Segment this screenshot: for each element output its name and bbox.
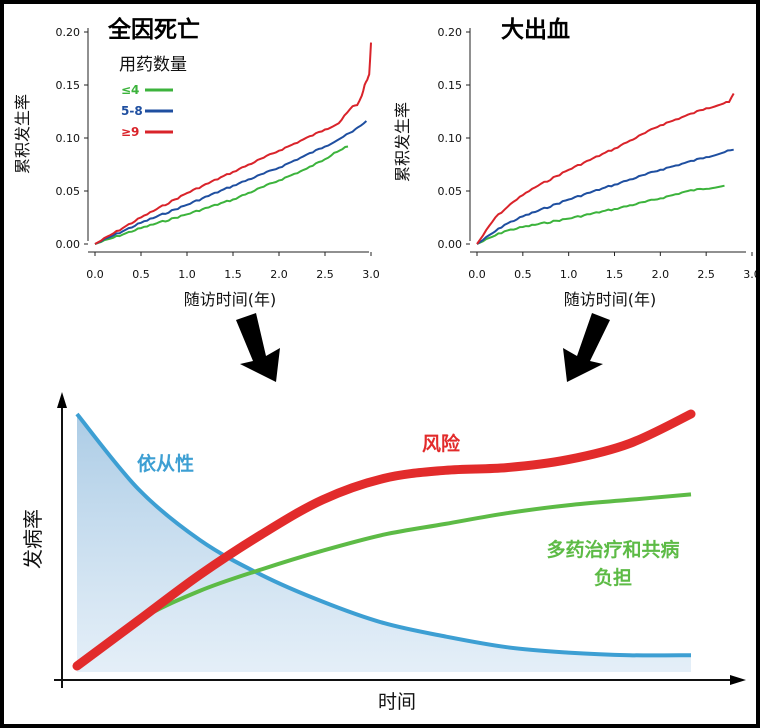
arrow-down-left-icon <box>236 313 280 382</box>
conceptual-chart: 依从性 风险 多药治疗和共病 负担 发病率 时间 <box>21 392 746 713</box>
arrow-down-right-icon <box>563 313 610 382</box>
y-axis-arrowhead-icon <box>57 392 67 408</box>
x-tick-label: 3.0 <box>743 268 756 281</box>
y-tick-label: 0.20 <box>438 26 463 39</box>
panel2-x-label: 随访时间(年) <box>564 290 657 309</box>
x-axis-arrowhead-icon <box>730 675 746 685</box>
panel1-y-label: 累积发生率 <box>13 94 32 174</box>
series-line-≤4 <box>94 145 349 245</box>
x-tick-label: 0.5 <box>514 268 532 281</box>
panel1-x-label: 随访时间(年) <box>184 290 277 309</box>
y-tick-label: 0.00 <box>438 238 463 251</box>
legend-label: ≤4 <box>121 83 139 97</box>
figure-frame: 全因死亡 0.00 0.05 0.10 0.15 0.20 0.0 0.5 1.0 1.5 2.… <box>4 4 756 724</box>
panel2-y-label: 累积发生率 <box>393 102 412 182</box>
adherence-area <box>77 414 691 672</box>
x-tick-label: 1.0 <box>178 268 196 281</box>
x-tick-label: 3.0 <box>362 268 380 281</box>
legend-label: 5-8 <box>121 104 143 118</box>
x-tick-label: 1.5 <box>224 268 242 281</box>
y-tick-label: 0.10 <box>56 132 81 145</box>
x-tick-label: 1.5 <box>606 268 624 281</box>
x-tick-label: 2.5 <box>316 268 334 281</box>
y-tick-label: 0.15 <box>56 79 81 92</box>
series-line-5-8 <box>476 148 734 245</box>
series-line-≥9 <box>94 42 372 245</box>
y-tick-label: 0.15 <box>438 79 463 92</box>
panel-major-bleeding: 大出血 0.00 0.05 0.10 0.15 0.20 0.0 0.5 1.0 1.5 2.0… <box>393 16 756 309</box>
burden-label-line2: 负担 <box>594 566 632 589</box>
y-tick-label: 0.10 <box>438 132 463 145</box>
legend-label: ≥9 <box>121 125 139 139</box>
series-line-≤4 <box>476 184 725 245</box>
adherence-curve <box>75 412 692 658</box>
adherence-label: 依从性 <box>137 452 194 475</box>
x-tick-label: 0.0 <box>86 268 104 281</box>
y-tick-label: 0.05 <box>56 185 81 198</box>
x-tick-label: 2.5 <box>697 268 715 281</box>
x-tick-label: 0.5 <box>132 268 150 281</box>
risk-label: 风险 <box>422 432 461 455</box>
concept-y-label: 发病率 <box>21 509 45 569</box>
panel1-title: 全因死亡 <box>107 16 200 43</box>
y-tick-label: 0.05 <box>438 185 463 198</box>
y-tick-label: 0.20 <box>56 26 81 39</box>
polypharmacy-burden-curve <box>75 492 692 668</box>
x-tick-label: 2.0 <box>270 268 288 281</box>
figure-canvas: 全因死亡 0.00 0.05 0.10 0.15 0.20 0.0 0.5 1.0 1.5 2.… <box>13 16 756 713</box>
legend-title: 用药数量 <box>119 55 187 75</box>
burden-label-line1: 多药治疗和共病 <box>546 538 679 561</box>
risk-curve <box>72 409 696 671</box>
y-tick-label: 0.00 <box>56 238 81 251</box>
x-tick-label: 0.0 <box>468 268 486 281</box>
x-tick-label: 1.0 <box>560 268 578 281</box>
concept-x-label: 时间 <box>378 691 416 713</box>
series-line-5-8 <box>94 120 368 245</box>
series-line-≥9 <box>476 93 735 245</box>
x-tick-label: 2.0 <box>652 268 670 281</box>
panel2-title: 大出血 <box>501 16 570 43</box>
panel-all-cause-death: 全因死亡 0.00 0.05 0.10 0.15 0.20 0.0 0.5 1.0 1.5 2.… <box>13 16 380 309</box>
